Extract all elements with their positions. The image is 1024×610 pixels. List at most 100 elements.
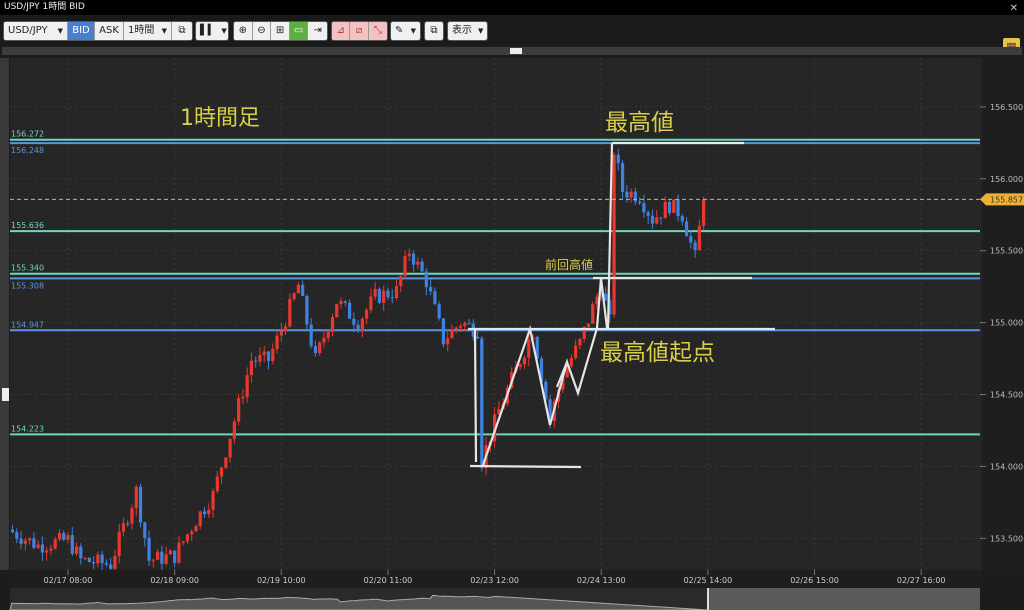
symbol-select[interactable]: USD/JPY ▼ (4, 22, 68, 40)
candle (330, 317, 335, 332)
candle (121, 523, 126, 532)
zoom-in-icon[interactable]: ⊕ (234, 22, 253, 40)
candle (620, 163, 625, 192)
chart-type-group: ▌▍ ▼ (195, 21, 229, 41)
bid-button[interactable]: BID (68, 22, 95, 40)
candle (527, 339, 531, 358)
candle (57, 533, 62, 540)
candle (672, 199, 676, 214)
candle (556, 389, 561, 402)
x-tick-label: 02/23 12:00 (470, 576, 519, 585)
navigator-series (9, 594, 709, 610)
price-axis[interactable] (982, 58, 1024, 570)
navigator-window[interactable] (708, 588, 980, 610)
add-indicator-icon[interactable]: ⊿ (332, 22, 351, 40)
auto-scroll-icon[interactable]: ▭ (289, 22, 309, 40)
chevron-down-icon: ▼ (161, 27, 167, 35)
candle (655, 217, 659, 224)
scroll-thumb[interactable] (510, 48, 522, 54)
symbol-group: USD/JPY ▼ BID ASK 1時間 ▼ ⧉ (3, 21, 193, 41)
x-tick-label: 02/25 14:00 (684, 576, 733, 585)
previous-high-wave (595, 277, 609, 329)
candle (595, 296, 599, 305)
candle (501, 403, 505, 410)
candle (258, 355, 262, 362)
candle (66, 535, 70, 540)
y-tick-label: 156.500 (990, 103, 1023, 112)
close-icon[interactable]: ✕ (1009, 3, 1018, 14)
top-scrollbar[interactable] (2, 47, 1022, 55)
candle (505, 387, 509, 404)
x-tick-label: 02/18 09:00 (150, 576, 199, 585)
timeframe-select[interactable]: 1時間 ▼ (124, 22, 172, 40)
candle (616, 154, 620, 164)
candlestick-type-icon[interactable]: ▌▍ ▼ (196, 22, 228, 40)
y-tick-label: 156.000 (990, 175, 1023, 184)
candle (138, 486, 143, 523)
candle (638, 201, 642, 204)
display-group: 表示 ▼ (447, 21, 488, 41)
candle (531, 336, 535, 340)
screenshot-group: ⧉ (424, 21, 444, 41)
horizontal-line-label: 156.248 (11, 146, 44, 155)
y-tick-label: 155.000 (990, 319, 1023, 328)
remove-indicator-icon[interactable]: ⤡ (368, 22, 387, 40)
candle (100, 554, 104, 564)
candle (510, 372, 514, 388)
candle (471, 323, 475, 337)
candle (684, 221, 689, 237)
y-tick-label: 154.500 (990, 391, 1023, 400)
candle (232, 421, 236, 439)
candle (228, 438, 232, 458)
drawing-pen-icon[interactable]: ✎ ▼ (391, 22, 420, 40)
candle (301, 284, 305, 297)
candle (514, 366, 518, 373)
symbol-value: USD/JPY (8, 25, 48, 36)
jump-latest-icon[interactable]: ⇥ (308, 22, 327, 40)
candle (70, 535, 74, 554)
candle (245, 375, 249, 397)
y-tick-label: 154.000 (990, 462, 1023, 471)
candle (373, 289, 377, 297)
candle (322, 337, 326, 343)
link-icon[interactable]: ⧉ (172, 22, 192, 40)
candle (19, 538, 23, 544)
candle (36, 544, 40, 548)
candle (365, 309, 369, 319)
candle (676, 199, 680, 217)
ask-button[interactable]: ASK (95, 22, 124, 40)
fit-icon[interactable]: ⊞ (271, 22, 290, 40)
breakout-line (606, 142, 614, 329)
candle (493, 414, 497, 442)
wave-line (481, 324, 599, 466)
zoom-out-icon[interactable]: ⊖ (252, 22, 272, 40)
screenshot-icon[interactable]: ⧉ (425, 22, 443, 40)
x-tick-label: 02/26 15:00 (790, 576, 839, 585)
candle (416, 261, 420, 265)
candle (433, 291, 437, 305)
candle (480, 338, 484, 468)
candle (518, 364, 522, 367)
candle (28, 538, 32, 541)
candle (591, 304, 595, 324)
chevron-down-icon: ▼ (57, 27, 63, 35)
candle (318, 342, 322, 353)
x-tick-label: 02/19 10:00 (257, 576, 306, 585)
left-panel-handle[interactable] (2, 388, 9, 401)
candle (292, 293, 296, 300)
navigator[interactable] (10, 588, 980, 610)
timeframe-value: 1時間 (128, 25, 155, 36)
candle (369, 296, 373, 310)
candle (539, 358, 544, 382)
display-label: 表示 (452, 25, 472, 36)
indicator-settings-icon[interactable]: ⧄ (350, 22, 369, 40)
candle (544, 381, 548, 400)
candle (190, 531, 194, 535)
candle (599, 293, 603, 297)
candle (211, 491, 215, 510)
candle (224, 457, 228, 468)
display-menu-button[interactable]: 表示 ▼ (448, 22, 487, 40)
time-axis[interactable] (10, 570, 982, 588)
candle (45, 550, 49, 553)
